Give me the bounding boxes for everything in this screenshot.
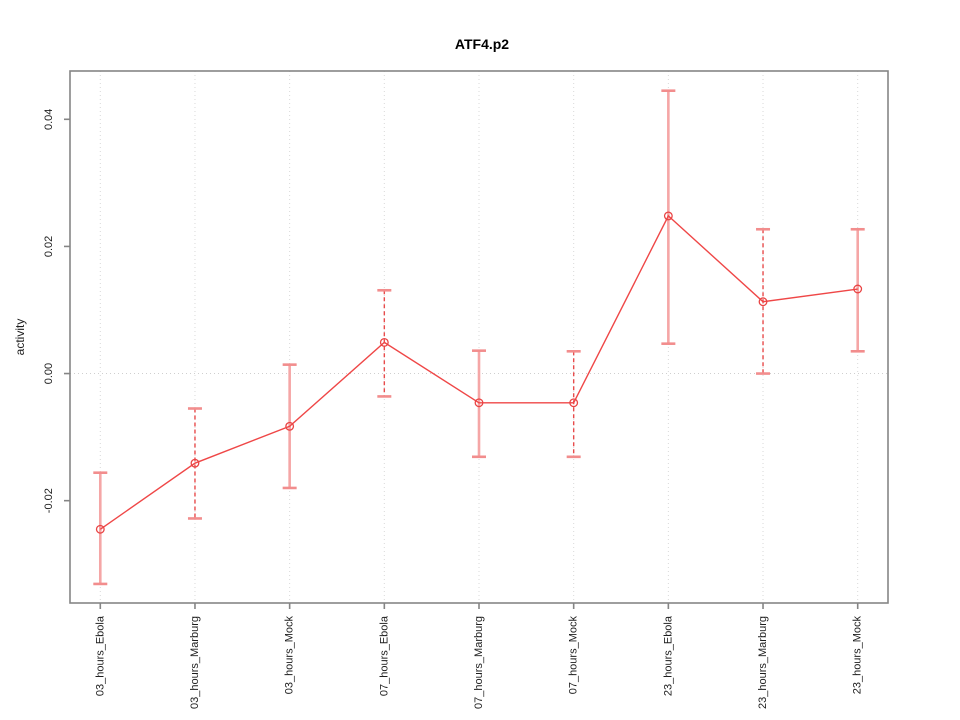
x-axis: 03_hours_Ebola 03_hours_Marburg 03_hours_M… — [94, 603, 864, 709]
x-tick-label: 07_hours_Marburg — [473, 616, 485, 709]
y-tick-label: 0.02 — [43, 236, 55, 257]
x-tick-label: 23_hours_Ebola — [662, 615, 674, 696]
data-point — [95, 524, 105, 534]
data-point — [379, 337, 389, 347]
error-bar — [377, 288, 392, 398]
plot-border — [69, 70, 889, 604]
data-point — [474, 398, 484, 408]
series-line-path — [99, 214, 858, 530]
y-tick-label: -0.02 — [43, 488, 55, 513]
x-tick-label: 07_hours_Mock — [568, 616, 580, 695]
error-bar — [850, 227, 865, 353]
x-tick-label: 03_hours_Mock — [284, 616, 296, 695]
data-point — [663, 211, 673, 221]
plot-border-box — [69, 70, 889, 604]
y-axis: -0.02 0.00 0.02 0.04 — [43, 109, 70, 513]
x-tick-label: 03_hours_Marburg — [189, 616, 201, 709]
chart-title: ATF4.p2 — [455, 36, 509, 52]
data-point — [569, 398, 579, 408]
error-bars — [93, 89, 865, 586]
data-point — [853, 284, 863, 294]
y-axis-label: activity — [13, 319, 27, 356]
gridlines — [99, 71, 859, 603]
error-bar — [472, 349, 486, 459]
error-bar — [566, 350, 581, 459]
data-point — [285, 421, 295, 431]
x-tick-label: 23_hours_Mock — [852, 616, 864, 695]
data-points — [95, 211, 863, 534]
data-point — [758, 297, 768, 307]
y-tick-label: 0.04 — [43, 109, 55, 130]
data-point — [190, 458, 200, 468]
x-tick-label: 03_hours_Ebola — [94, 615, 106, 696]
x-tick-label: 07_hours_Ebola — [378, 615, 390, 696]
error-bar — [187, 407, 202, 520]
series-line — [99, 214, 858, 530]
error-bar — [93, 471, 108, 586]
x-tick-label: 23_hours_Marburg — [757, 616, 769, 709]
y-tick-label: 0.00 — [43, 363, 55, 384]
